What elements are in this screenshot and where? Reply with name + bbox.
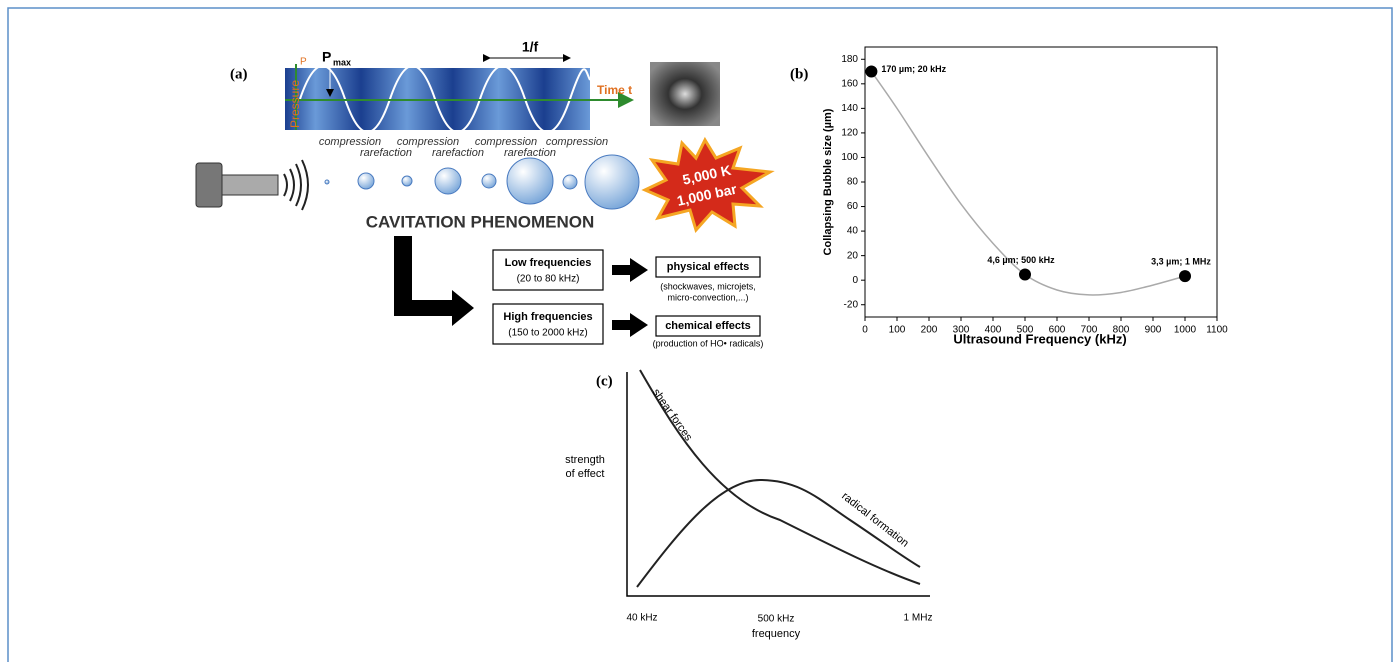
chemical-effects: chemical effects [665,320,751,332]
y-tick-label: 0 [852,275,858,286]
pressure-symbol: P [300,57,307,68]
high-frequency-box [492,303,604,345]
time-label: Time t [597,83,632,97]
x-tick-label: 1 MHz [904,613,933,624]
data-label: 4,6 µm; 500 kHz [987,255,1055,265]
bubble-photo [650,62,720,126]
x-tick-label: 500 [1017,325,1034,336]
data-label: 170 µm; 20 kHz [881,64,946,74]
transducer [195,159,309,211]
high-frequency-range: (150 to 2000 kHz) [508,328,588,339]
y-tick-label: 120 [841,128,858,139]
amplitude-subscript: max [333,57,351,67]
data-point [1019,268,1031,281]
compression-label: compression [397,136,459,148]
bubbles [324,154,640,210]
compression-label: compression [546,136,608,148]
low-frequency-box [492,249,604,291]
y-tick-label: 160 [841,78,858,89]
shear-forces-curve [639,369,921,585]
y-tick-label: 80 [847,177,859,188]
physical-effects-details: micro-convection,...) [667,292,748,302]
y-axis-label: of effect [566,468,605,480]
panel-label: (b) [790,66,808,82]
x-tick-label: 200 [921,325,938,336]
y-tick-label: 140 [841,103,858,114]
high-frequency-label: High frequencies [503,311,592,323]
sine-wave [299,65,591,133]
y-axis-label: Collapsing Bubble size (µm) [822,108,834,255]
y-tick-label: 20 [847,250,859,261]
x-tick-label: 1000 [1174,325,1197,336]
panel-label: (c) [596,373,613,389]
x-tick-label: 1100 [1206,325,1228,336]
x-axis-label: Ultrasound Frequency (kHz) [953,331,1126,346]
low-frequency-range: (20 to 80 kHz) [517,274,580,285]
rarefaction-label: rarefaction [432,147,484,159]
x-tick-label: 400 [985,325,1002,336]
y-tick-label: 180 [841,54,858,65]
physical-effects-box [655,256,761,278]
data-point [865,65,878,78]
hotspot-burst [641,136,775,234]
chemical-effects-details: (production of HO• radicals) [653,338,764,348]
amplitude-symbol: P [322,49,331,65]
period-label: 1/f [522,39,539,55]
panel-b: (b) Ultrasound Frequency (kHz) Collapsin… [790,46,1228,346]
panel-label: (a) [230,66,248,82]
physical-effects: physical effects [667,261,750,273]
panel-c: (c) shear forces radical formation stren… [565,369,933,640]
y-tick-label: -20 [844,299,859,310]
panel-a: (a) Pressure P P max 1/f Time t compress… [195,39,775,348]
radical-formation-curve [636,478,921,588]
x-tick-label: 700 [1081,325,1098,336]
rarefaction-label: rarefaction [360,147,412,159]
x-tick-label: 40 kHz [626,613,657,624]
data-label: 3,3 µm; 1 MHz [1151,257,1211,267]
rarefaction-label: rarefaction [504,147,556,159]
x-tick-label: 900 [1145,325,1162,336]
data-point [1179,270,1191,283]
x-tick-label: 800 [1113,325,1130,336]
y-tick-label: 40 [847,226,859,237]
x-tick-label: 500 kHz [758,614,795,625]
axes [626,372,930,597]
y-axis-label: strength [565,454,605,466]
compression-label: compression [475,136,537,148]
big-arrow [394,236,474,326]
pressure-label: Pressure [288,80,302,128]
y-tick-label: 60 [847,201,859,212]
curve-label: shear forces [650,387,695,444]
x-tick-label: 600 [1049,325,1066,336]
x-axis-label: frequency [752,628,801,640]
plot-frame [864,46,1218,318]
physical-effects-details: (shockwaves, microjets, [660,281,756,291]
arrow [612,258,648,282]
x-tick-label: 100 [889,325,906,336]
x-tick-label: 0 [862,325,868,336]
x-tick-label: 300 [953,325,970,336]
chemical-effects-box [655,315,761,337]
compression-label: compression [319,136,381,148]
cavitation-title: CAVITATION PHENOMENON [366,212,595,231]
frame [7,7,1393,667]
low-frequency-label: Low frequencies [505,257,592,269]
y-tick-label: 100 [841,152,858,163]
arrow [612,313,648,337]
